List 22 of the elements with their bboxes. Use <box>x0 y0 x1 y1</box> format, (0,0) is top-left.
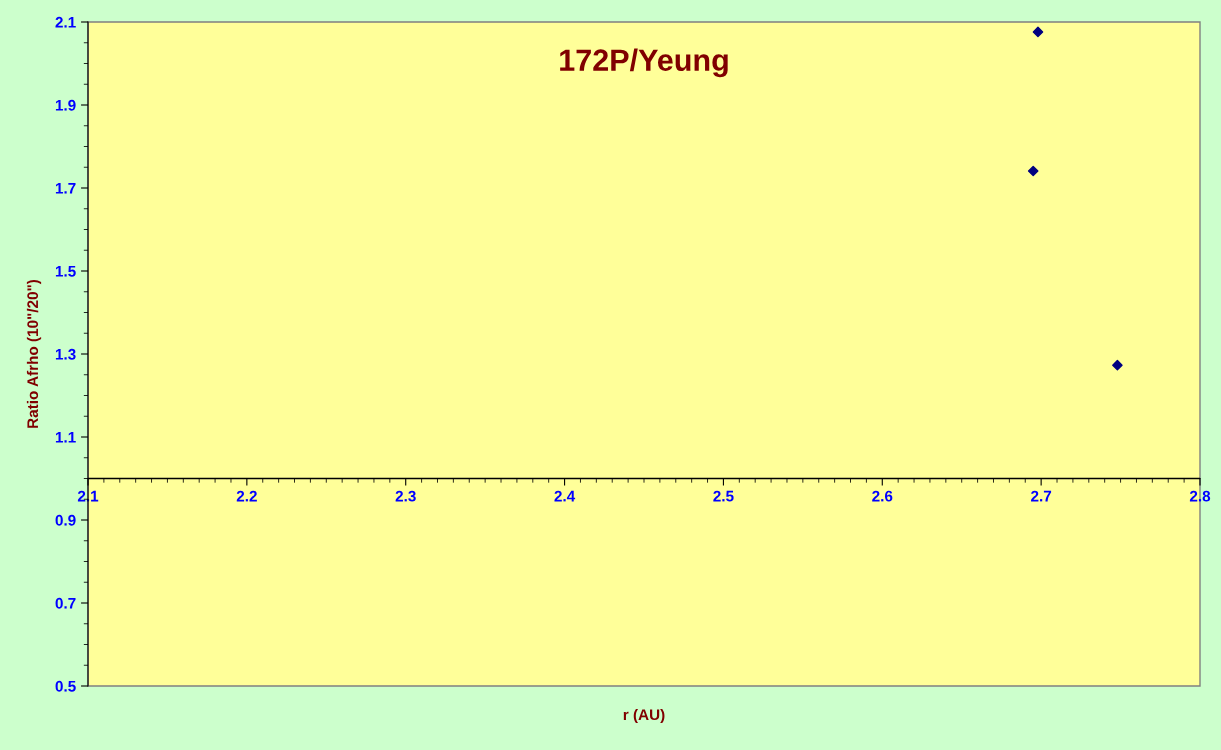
y-axis-title: Ratio Afrho (10"/20") <box>26 279 42 428</box>
y-tick-label: 2.1 <box>55 16 76 28</box>
y-tick-label: 1.5 <box>55 266 76 277</box>
y-tick-label: 1.3 <box>55 348 76 360</box>
x-tick-label: 2.5 <box>713 490 734 502</box>
x-tick-label: 2.3 <box>395 490 416 502</box>
y-tick-label: 1.1 <box>55 432 76 443</box>
x-tick-label: 2.4 <box>554 490 576 502</box>
point <box>1112 359 1123 371</box>
y-tick-label: 0.5 <box>55 680 76 692</box>
y-tick-label: 1.9 <box>55 99 76 111</box>
y-tick-label: 0.9 <box>55 514 76 526</box>
point <box>1027 165 1039 177</box>
y-tick-label: 1.7 <box>55 183 76 194</box>
x-tick-label: 2.6 <box>872 490 893 502</box>
x-tick-label: 2.2 <box>236 490 257 502</box>
point <box>1032 26 1044 38</box>
y-tick-label: 0.7 <box>55 597 76 609</box>
x-axis-title: r (AU) <box>623 708 665 724</box>
x-tick-label: 2.7 <box>1031 490 1052 502</box>
text: 172P/Yeung <box>560 48 728 78</box>
x-tick-label: 2.8 <box>1189 490 1211 502</box>
